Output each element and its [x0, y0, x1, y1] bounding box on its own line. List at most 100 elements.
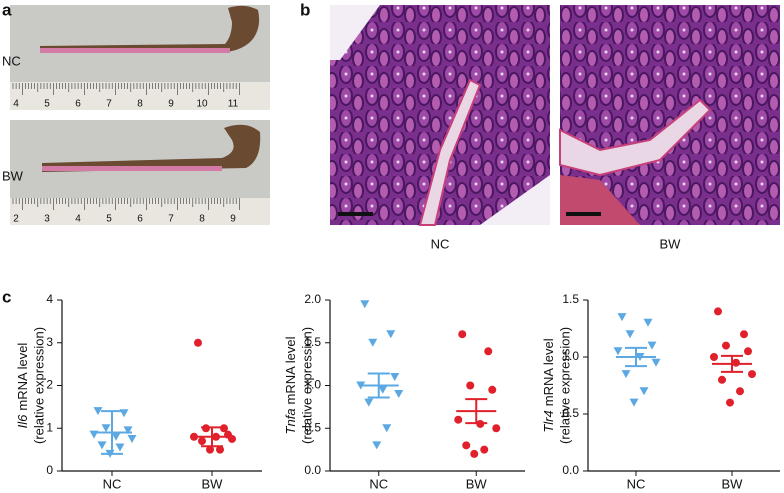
ruler-number: 6 — [75, 99, 81, 110]
ruler-number: 4 — [13, 99, 19, 110]
point — [744, 347, 752, 356]
y-tick-label: 1.5 — [304, 335, 321, 349]
y-tick-label: 1.5 — [562, 292, 579, 306]
chart: 0 1 2 3 4 Il6 mRNA level (relative expression) N… — [15, 292, 262, 491]
ruler-number: 8 — [137, 99, 143, 110]
point — [629, 398, 639, 407]
gene-name: Il6 — [15, 414, 30, 429]
gene-name: Tnfa — [283, 408, 298, 434]
x-tick-label: NC — [103, 476, 122, 491]
image-label: NC — [431, 236, 450, 251]
point — [613, 347, 623, 356]
point — [726, 398, 734, 407]
point — [123, 426, 133, 435]
y-tick-label: 0.0 — [304, 463, 321, 477]
panel-label: c — [2, 287, 11, 306]
ruler-number: 2 — [13, 214, 19, 225]
point — [488, 385, 497, 394]
x-tick-label: BW — [202, 476, 224, 491]
point — [710, 353, 718, 361]
y-tick-label: 0.5 — [304, 420, 321, 434]
ruler-number: 11 — [228, 99, 239, 110]
point — [206, 445, 214, 454]
point — [748, 370, 756, 379]
point — [394, 390, 404, 399]
point — [390, 372, 400, 381]
photo-nc — [10, 5, 270, 110]
panel-label: b — [300, 0, 310, 19]
point — [378, 385, 388, 394]
point — [111, 432, 121, 441]
point — [198, 437, 206, 446]
point — [480, 445, 489, 454]
ruler-number: 3 — [44, 214, 50, 225]
chart: 0.0 0.5 1.0 1.5 Tlr4 mRNA level (relative expr… — [541, 292, 780, 491]
point — [386, 330, 396, 339]
ruler-number: 7 — [168, 214, 174, 225]
x-tick-label: NC — [627, 476, 646, 491]
ruler-number: 5 — [44, 99, 50, 110]
ruler-number: 4 — [75, 214, 81, 225]
ruler-number: 8 — [199, 214, 205, 225]
point — [722, 341, 730, 350]
point — [718, 375, 726, 384]
y-axis-label: Tnfa mRNA level — [283, 336, 298, 434]
x-tick-label: NC — [369, 476, 388, 491]
photo-label: BW — [2, 168, 24, 183]
point — [651, 358, 661, 367]
y-tick-label: 0.0 — [562, 463, 579, 477]
ruler-number: 5 — [106, 214, 112, 225]
y-tick-label: 1.0 — [562, 349, 579, 363]
panel-label: a — [2, 0, 12, 19]
point — [97, 441, 107, 450]
y-tick-label: 4 — [46, 292, 53, 306]
y-axis-label-2: (relative expression) — [299, 327, 314, 444]
y-tick-label: 2.0 — [304, 292, 321, 306]
point — [101, 424, 111, 433]
y-tick-label: 1.0 — [304, 378, 321, 392]
point — [194, 338, 202, 347]
point — [115, 443, 125, 452]
ruler-number: 6 — [137, 214, 143, 225]
point — [736, 387, 744, 396]
y-tick-label: 2 — [46, 378, 53, 392]
y-axis-label-2: (relative expression) — [557, 327, 572, 444]
ruler-number: 9 — [168, 99, 174, 110]
y-tick-label: 0 — [46, 463, 53, 477]
point — [639, 387, 649, 396]
point — [617, 313, 627, 322]
image-label: BW — [660, 236, 682, 251]
y-label-text: mRNA level — [283, 336, 298, 404]
ruler-number: 7 — [106, 99, 112, 110]
y-label-text: mRNA level — [541, 338, 556, 406]
y-axis-label: Tlr4 mRNA level — [541, 338, 556, 432]
chart: 0.0 0.5 1.0 1.5 2.0 Tnfa mRNA level (relative e… — [283, 292, 525, 491]
point — [458, 330, 467, 339]
point — [492, 424, 501, 433]
point — [127, 434, 137, 443]
y-tick-label: 3 — [46, 335, 53, 349]
histology-bw — [559, 5, 780, 225]
point — [466, 381, 475, 390]
ruler-number: 9 — [230, 214, 236, 225]
point — [454, 415, 463, 424]
y-tick-label: 0.5 — [562, 406, 579, 420]
x-tick-label: BW — [722, 476, 744, 491]
point — [360, 300, 370, 309]
ruler-number: 10 — [196, 99, 208, 110]
x-tick-label: BW — [466, 476, 488, 491]
gene-name: Tlr4 — [541, 410, 556, 432]
y-label-text: mRNA level — [15, 343, 30, 411]
point — [484, 347, 493, 356]
point — [621, 370, 631, 379]
point — [372, 441, 382, 450]
point — [643, 318, 653, 327]
point — [364, 398, 374, 407]
y-axis-label-2: (relative expression) — [31, 327, 46, 444]
point — [647, 341, 657, 350]
point — [732, 358, 740, 367]
photo-bw — [10, 120, 270, 225]
point — [625, 330, 635, 339]
y-axis-label: Il6 mRNA level — [15, 343, 30, 429]
